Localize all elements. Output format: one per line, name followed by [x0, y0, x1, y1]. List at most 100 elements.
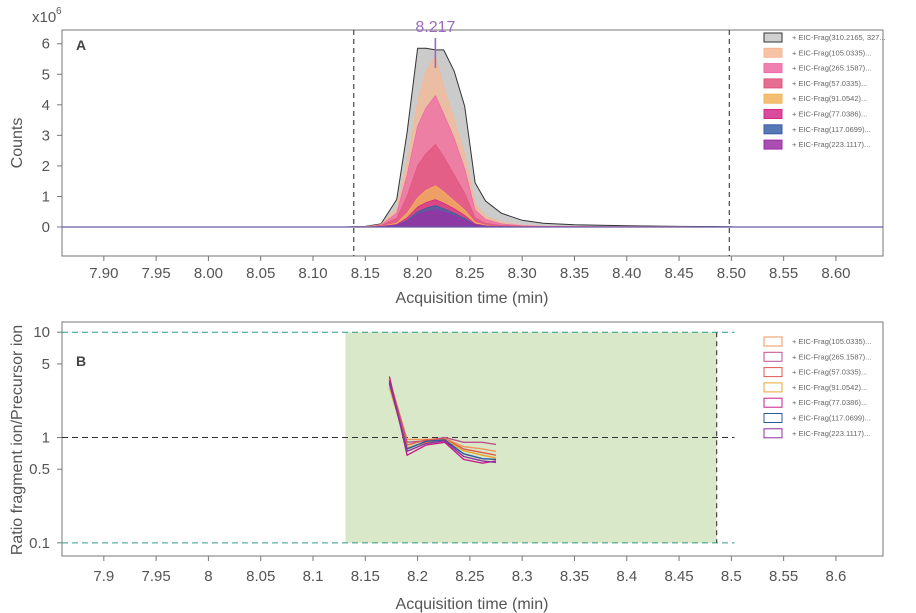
panel-b-y-ticks: 10 5 1 0.5 0.1 — [29, 324, 62, 552]
panel-b-y-tick-label: 1 — [42, 430, 50, 447]
panel-b-y-tick-label: 10 — [33, 324, 50, 341]
panel-b-x-tick-label: 8.3 — [512, 568, 533, 585]
panel-b-legend-swatch — [763, 382, 783, 393]
panel-a-x-tick-label: 7.90 — [89, 265, 118, 282]
panel-a-legend-swatch — [763, 139, 783, 150]
panel-b-y-tick-label: 0.5 — [29, 461, 50, 478]
panel-a-label: A — [76, 37, 86, 53]
panel-a-legend-swatch — [763, 124, 783, 135]
panel-b-legend-label: + EIC-Frag(265.1587)... — [792, 352, 871, 361]
panel-a-x-tick-label: 8.00 — [194, 265, 223, 282]
panel-a-x-tick-label: 8.15 — [351, 265, 380, 282]
panel-a-legend-label: + EIC-Frag(57.0335)... — [792, 79, 867, 88]
panel-b-label: B — [76, 353, 86, 369]
panel-a-legend-swatch — [763, 78, 783, 89]
panel-b-legend-swatch — [763, 397, 783, 408]
panel-a-legend-label: + EIC-Frag(310.2165, 327... — [792, 33, 886, 42]
panel-a-x-tick-label: 8.55 — [769, 265, 798, 282]
panel-a-x-tick-label: 8.50 — [717, 265, 746, 282]
panel-a-legend-label: + EIC-Frag(91.0542)... — [792, 94, 867, 103]
panel-a-x-tick-label: 8.20 — [403, 265, 432, 282]
acceptance-band — [345, 332, 717, 543]
panel-b-legend-swatch — [763, 367, 783, 378]
panel-a-legend-label: + EIC-Frag(265.1587)... — [792, 64, 871, 73]
panel-a-legend-swatch — [763, 63, 783, 74]
panel-b-x-tick-label: 8.15 — [351, 568, 380, 585]
panel-b-legend-label: + EIC-Frag(77.0386)... — [792, 398, 867, 407]
panel-b-plot-frame — [61, 321, 884, 557]
panel-a-x-tick-label: 8.25 — [455, 265, 484, 282]
panel-a-vlines — [353, 30, 730, 256]
panel-a-x-axis-label: Acquisition time (min) — [396, 290, 549, 307]
panel-a-legend-label: + EIC-Frag(117.0699)... — [792, 125, 871, 134]
panel-a-y-tick-label: 1 — [42, 188, 50, 205]
panel-a-x-tick-label: 8.60 — [821, 265, 850, 282]
panel-a-x-tick-label: 8.30 — [508, 265, 537, 282]
panel-a-legend-label: + EIC-Frag(223.1117)... — [792, 140, 870, 149]
panel-a-legend-swatch — [763, 109, 783, 119]
panel-b-legend: + EIC-Frag(105.0335)... + EIC-Frag(265.15… — [763, 336, 871, 439]
panel-b-legend-swatch — [763, 351, 783, 362]
panel-a-y-axis-label: Counts — [9, 118, 26, 169]
panel-b-x-tick-label: 8 — [204, 568, 212, 585]
panel-b-x-tick-label: 8.2 — [407, 568, 428, 585]
panel-b-x-axis-label: Acquisition time (min) — [396, 596, 549, 613]
panel-a-areas — [62, 47, 883, 228]
panel-a-x-tick-label: 7.95 — [142, 265, 171, 282]
peak-label: 8.217 — [415, 19, 455, 36]
panel-a-y-tick-label: 2 — [42, 158, 50, 175]
panel-a-y-ticks: 0 1 2 3 4 5 6 — [42, 36, 62, 236]
area-series-0 — [62, 47, 732, 228]
y-multiplier-exponent: 6 — [56, 6, 62, 17]
panel-b-lines — [388, 376, 497, 464]
peak-marker: 8.217 — [415, 19, 455, 68]
panel-a-legend-swatch — [763, 32, 783, 43]
panel-b-band — [345, 332, 718, 543]
panel-a-legend-label: + EIC-Frag(77.0386)... — [792, 110, 867, 119]
panel-b-legend-label: + EIC-Frag(105.0335)... — [792, 337, 871, 346]
panel-b-legend-label: + EIC-Frag(57.0335)... — [792, 368, 867, 377]
panel-b-legend-swatch — [763, 336, 783, 347]
panel-a-plot-frame — [61, 29, 884, 257]
panel-b-y-tick-label: 0.1 — [29, 535, 50, 552]
y-multiplier: x10 — [32, 9, 56, 26]
panel-a-y-tick-label: 5 — [42, 66, 50, 83]
panel-a-y-tick-label: 6 — [42, 36, 50, 53]
panel-a-y-tick-label: 0 — [42, 219, 50, 236]
panel-b-x-tick-label: 8.05 — [246, 568, 275, 585]
panel-b-x-ticks: 7.9 7.95 8 8.05 8.1 8.15 8.2 8.25 8.3 8.35 8.4 8.45… — [93, 556, 846, 585]
panel-b-x-tick-label: 8.55 — [769, 568, 798, 585]
panel-b-x-tick-label: 7.95 — [142, 568, 171, 585]
panel-b: 7.9 7.95 8 8.05 8.1 8.15 8.2 8.25 8.3 8.35 8.4 8.45… — [9, 321, 884, 613]
panel-a-y-tick-label: 4 — [42, 97, 50, 114]
panel-a-legend: + EIC-Frag(310.2165, 327... + EIC-Frag(10… — [763, 32, 886, 150]
panel-b-legend-label: + EIC-Frag(117.0699)... — [792, 414, 871, 423]
panel-a-x-tick-label: 8.45 — [664, 265, 693, 282]
panel-b-y-tick-label: 5 — [42, 356, 50, 373]
panel-b-x-tick-label: 7.9 — [93, 568, 114, 585]
panel-b-x-tick-label: 8.1 — [303, 568, 324, 585]
panel-a-legend-label: + EIC-Frag(105.0335)... — [792, 48, 871, 57]
panel-a: 7.90 7.95 8.00 8.05 8.10 8.15 8.20 8.25 8.30 8.35… — [9, 6, 886, 307]
panel-a-x-tick-label: 8.10 — [298, 265, 327, 282]
panel-a-legend-swatch — [763, 93, 783, 104]
ratio-series-1 — [388, 380, 497, 446]
panel-a-legend-swatch — [763, 47, 783, 58]
panel-b-x-tick-label: 8.25 — [455, 568, 484, 585]
panel-b-x-tick-label: 8.6 — [826, 568, 847, 585]
panel-a-x-tick-label: 8.05 — [246, 265, 275, 282]
panel-b-legend-label: + EIC-Frag(91.0542)... — [792, 383, 867, 392]
panel-b-hlines — [62, 331, 735, 544]
panel-a-x-tick-label: 8.40 — [612, 265, 641, 282]
panel-a-x-tick-label: 8.35 — [560, 265, 589, 282]
panel-b-x-tick-label: 8.35 — [560, 568, 589, 585]
ratio-series-4 — [388, 376, 497, 464]
panel-b-x-tick-label: 8.45 — [664, 568, 693, 585]
ratio-series-6 — [388, 381, 497, 464]
panel-b-x-tick-label: 8.4 — [616, 568, 637, 585]
panel-b-legend-swatch — [763, 428, 783, 439]
panel-b-y-axis-label: Ratio fragment ion/Precursor ion — [9, 325, 26, 555]
panel-b-legend-swatch — [763, 413, 783, 423]
panel-b-x-tick-label: 8.5 — [721, 568, 742, 585]
